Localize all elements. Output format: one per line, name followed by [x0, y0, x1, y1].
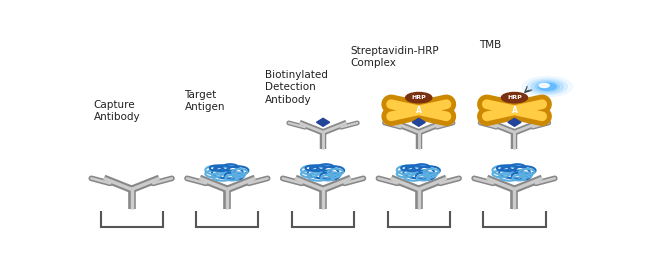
Text: Capture
Antibody: Capture Antibody: [94, 100, 140, 122]
Text: A: A: [416, 106, 422, 115]
Polygon shape: [508, 118, 521, 126]
Text: TMB: TMB: [479, 40, 501, 50]
Polygon shape: [412, 118, 425, 126]
Polygon shape: [317, 118, 330, 126]
Circle shape: [527, 79, 567, 95]
Text: Streptavidin-HRP
Complex: Streptavidin-HRP Complex: [351, 46, 439, 68]
Circle shape: [406, 93, 432, 103]
Text: Target
Antigen: Target Antigen: [185, 90, 225, 113]
Text: Biotinylated
Detection
Antibody: Biotinylated Detection Antibody: [265, 70, 328, 105]
Circle shape: [538, 83, 556, 90]
Text: HRP: HRP: [507, 95, 522, 100]
Text: A: A: [512, 106, 517, 115]
Circle shape: [539, 83, 549, 87]
Text: HRP: HRP: [411, 95, 426, 100]
Circle shape: [535, 82, 559, 92]
Circle shape: [522, 77, 573, 97]
Circle shape: [501, 93, 528, 103]
Circle shape: [531, 80, 564, 93]
